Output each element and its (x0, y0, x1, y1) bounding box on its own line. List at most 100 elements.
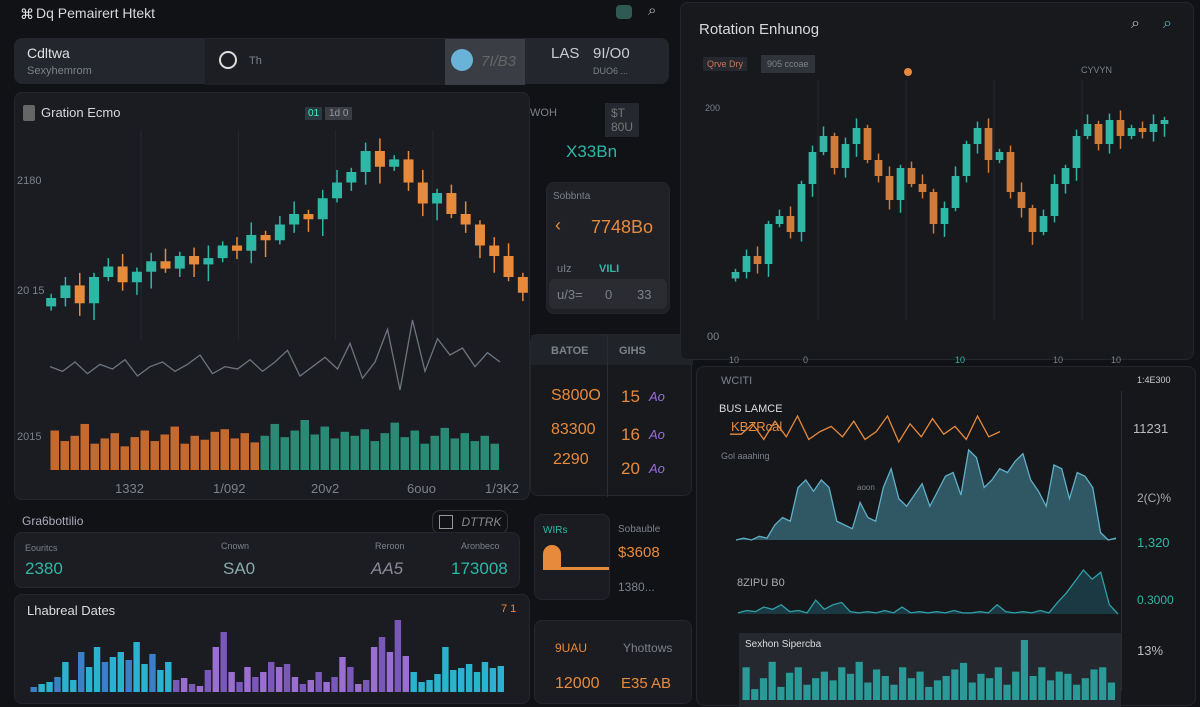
stats-button[interactable]: DTTRK (432, 510, 509, 534)
dates-bar (442, 647, 449, 692)
dates-bar (78, 652, 85, 692)
app-logo-icon: ⌘ (20, 6, 34, 22)
dates-bar (62, 662, 69, 692)
dates-bar (291, 677, 299, 692)
back-chevron-icon[interactable]: ‹ (555, 215, 561, 235)
sexhon-bar (742, 667, 750, 700)
search-icon[interactable]: ⌕ (648, 2, 657, 19)
sexhon-bar (1099, 667, 1107, 700)
volume-bar (230, 438, 239, 470)
side-card-tag2: VILI (599, 263, 620, 275)
y-label-top: 2180 (17, 175, 42, 187)
dates-bar (117, 652, 124, 692)
rotation-candlestick-chart (731, 80, 1169, 320)
right-sub: DUO6 ... (593, 66, 629, 76)
stats-title: Gra6bottilio (22, 514, 84, 528)
dates-bar (307, 680, 314, 692)
dates-bar (149, 654, 156, 692)
dates-bar (30, 687, 37, 692)
volume-bar (300, 420, 309, 470)
candle (474, 224, 485, 246)
volume-bar (140, 430, 149, 470)
tab-2[interactable]: 1d 0 (325, 107, 353, 120)
candle (389, 159, 400, 167)
candle (731, 272, 740, 279)
volume-bar (260, 435, 269, 470)
candle (951, 176, 960, 208)
volume-bar (440, 427, 449, 470)
side-value: 2(C)% (1137, 491, 1172, 505)
x-label: 6ouo (407, 481, 436, 496)
dates-bar (378, 637, 386, 692)
side-ticker: X33Bn (566, 142, 618, 161)
sexhon-bar (1020, 640, 1029, 700)
sexhon-bar (820, 671, 828, 700)
candle (117, 266, 128, 283)
oscillator-line (49, 319, 501, 391)
dates-bar (497, 666, 504, 692)
candle (918, 184, 927, 192)
mini-card-2[interactable]: 9UAU 12000 Yhottows E35 AB (534, 620, 692, 704)
zoom-icon[interactable]: ⌕ (1163, 15, 1172, 32)
y-label: 00 (707, 331, 720, 343)
side-value: 0.3000 (1137, 593, 1174, 607)
cell-price: 83300 (551, 421, 596, 438)
cell-qty: 20 (621, 459, 640, 478)
candle (1017, 192, 1026, 208)
volume-bar (160, 434, 169, 470)
sexhon-bar (942, 676, 950, 700)
volume-bar (170, 426, 179, 470)
volume-bar (490, 443, 499, 470)
side-card-value: 7748Bo (591, 217, 654, 237)
tab-range[interactable]: 905 ccoae (761, 55, 815, 73)
candle (317, 198, 328, 220)
dates-bar (212, 647, 219, 692)
volume-bar (280, 437, 289, 470)
volume-bar (270, 423, 279, 470)
dates-bar (236, 682, 243, 692)
summary-sub: Sexyhemrom (27, 65, 92, 77)
sexhon-bar (986, 678, 994, 700)
mini-card-1[interactable]: WIRs (534, 514, 610, 600)
side-value: 11231 (1133, 421, 1169, 436)
candle (460, 214, 471, 225)
sexhon-bar (759, 678, 768, 700)
stat-label: Aronbeco (461, 541, 500, 551)
sexhon-bar (1046, 680, 1055, 700)
summary-highlight[interactable]: 7I/B3 (445, 39, 525, 85)
rotation-panel: Rotation Enhunog ⌕ ⌕ Qrve Dry 905 ccoae … (680, 2, 1194, 365)
candle (217, 245, 228, 259)
summary-middle[interactable]: Th (205, 39, 445, 85)
dates-bar (434, 674, 441, 692)
sexhon-bar (1081, 678, 1089, 700)
foot-1: u/3= (557, 287, 583, 302)
candle (1116, 120, 1125, 136)
side-card-label: Sobbnta (553, 191, 591, 202)
dates-bar (141, 664, 148, 692)
sexhon-bar (846, 673, 855, 700)
dates-bar (370, 647, 378, 692)
candle (303, 214, 314, 220)
cell-qty: 15 (621, 387, 640, 406)
tab-curve[interactable]: Qrve Dry (703, 57, 747, 71)
holding-area-chart (735, 448, 1117, 541)
table-header-bg (531, 335, 693, 365)
dates-bar (268, 662, 275, 692)
candle (1105, 120, 1114, 144)
side-card: Sobbnta ‹ 7748Bo uIz VILI u/3= 0 33 (546, 182, 670, 314)
y-label-bottom-2: 2015 (17, 431, 42, 443)
dates-bar (46, 682, 53, 692)
tab-1[interactable]: 01 (305, 107, 323, 120)
candle (432, 193, 443, 204)
search-icon[interactable]: ⌕ (1131, 15, 1140, 32)
sexhon-bar (1055, 671, 1063, 700)
volume-bar (460, 433, 469, 470)
mini1-bump (543, 545, 561, 569)
candle (1149, 124, 1158, 132)
holding-line (735, 448, 1117, 541)
sexhon-bar (1029, 676, 1037, 700)
mini1-sub: 1380... (618, 580, 655, 594)
apps-icon[interactable] (616, 5, 632, 19)
volume-bar (370, 441, 379, 470)
mid-label: aoon (857, 483, 875, 492)
